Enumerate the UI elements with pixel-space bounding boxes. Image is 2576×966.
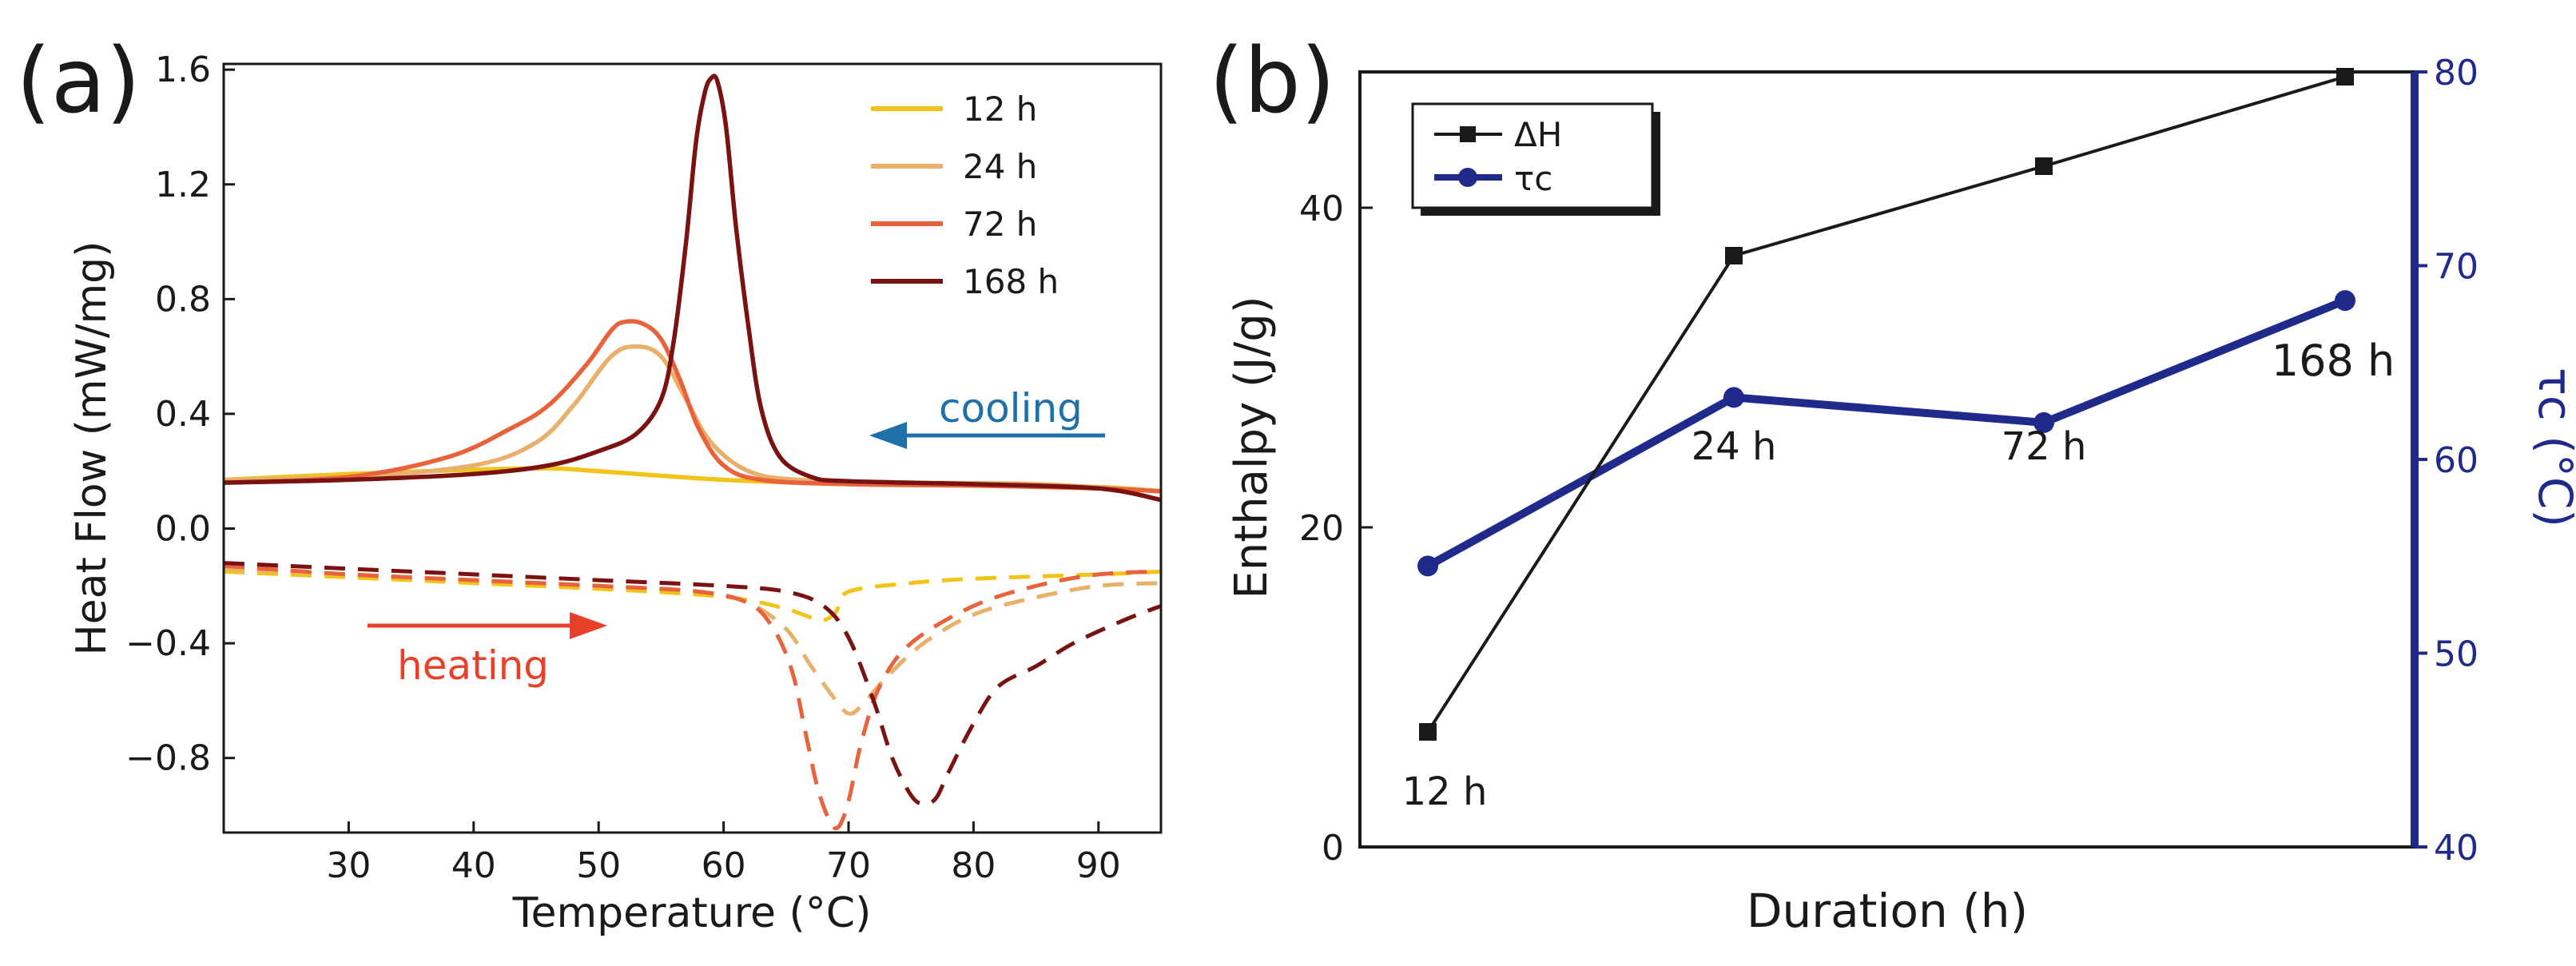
cooling-curve-168h (224, 74, 1161, 503)
tau-c-marker (1723, 387, 1744, 408)
duration-point-label: 72 h (2002, 424, 2087, 469)
panel-a-series (224, 74, 1161, 831)
legend-label: 72 h (963, 205, 1037, 244)
legend-box (1411, 102, 1654, 209)
duration-point-label: 24 h (1691, 424, 1777, 469)
cooling-annotation: cooling (869, 385, 1105, 449)
x-tick-label: 50 (576, 845, 621, 886)
legend-label: 24 h (963, 147, 1037, 186)
panel-b-right-y-ticks: 40 50 60 70 80 (2415, 53, 2479, 869)
heating-curve-12h (224, 569, 1161, 623)
legend-label-enthalpy: ΔH (1514, 115, 1562, 154)
panel-b-x-axis-title: Duration (h) (1747, 884, 2028, 938)
legend-label-tau-c: τc (1514, 159, 1552, 198)
enthalpy-marker (2035, 157, 2053, 175)
right-y-tick-label: 50 (2434, 634, 2479, 675)
left-y-tick-label: 0 (1322, 828, 1344, 869)
panel-b-left-y-axis-title: Enthalpy (J/g) (1226, 296, 1278, 598)
right-y-tick-label: 40 (2434, 828, 2479, 869)
x-tick-label: 60 (702, 845, 746, 886)
panel-b: (b) 0 20 40 40 50 60 70 80 12 h 24 h 72 h 168 h D… (1209, 30, 2576, 938)
panel-a: (a) 30 40 50 60 70 80 90 −0.8 −0.4 0.0 0.4 0.8 1.2 1… (16, 30, 1163, 937)
cooling-label: cooling (939, 385, 1083, 431)
panel-b-legend: ΔH τc (1411, 102, 1660, 216)
y-tick-label: 0.4 (155, 394, 211, 435)
left-y-tick-label: 20 (1299, 508, 1344, 549)
panel-a-x-ticks: 30 40 50 60 70 80 90 (326, 821, 1121, 886)
y-tick-label: 1.2 (155, 165, 211, 205)
duration-point-label: 168 h (2272, 336, 2395, 386)
tau-c-marker (2033, 411, 2054, 433)
y-tick-label: 0.8 (155, 279, 211, 320)
x-tick-label: 90 (1076, 845, 1121, 886)
cooling-arrow-head (869, 422, 907, 449)
tau-c-marker (2335, 290, 2355, 312)
x-tick-label: 40 (451, 845, 496, 886)
y-tick-label: −0.8 (125, 738, 211, 779)
x-tick-label: 30 (326, 845, 371, 886)
panel-b-label: (b) (1209, 30, 1335, 133)
heating-annotation: heating (368, 612, 607, 689)
legend-marker-enthalpy (1460, 126, 1476, 142)
y-tick-label: 0.0 (155, 509, 211, 550)
panel-b-right-y-axis-title: τc (°C) (2528, 368, 2576, 527)
right-y-tick-label: 70 (2434, 247, 2479, 288)
y-tick-label: −0.4 (125, 623, 211, 664)
panel-b-point-labels: 12 h 24 h 72 h 168 h (1402, 336, 2395, 814)
panel-a-y-ticks: −0.8 −0.4 0.0 0.4 0.8 1.2 1.6 (125, 50, 235, 779)
x-tick-label: 80 (951, 845, 996, 886)
enthalpy-marker (1419, 723, 1437, 741)
heating-curve-168h (224, 561, 1161, 806)
panel-a-x-axis-title: Temperature (°C) (512, 889, 872, 937)
panel-a-plot-frame (222, 62, 1163, 834)
x-tick-label: 70 (826, 845, 871, 886)
heating-arrow-head (570, 612, 607, 639)
right-y-tick-label: 60 (2434, 440, 2479, 481)
legend-label: 168 h (963, 262, 1059, 301)
panel-b-series (1417, 68, 2355, 741)
duration-point-label: 12 h (1402, 769, 1488, 814)
panel-b-left-y-ticks: 0 20 40 (1299, 189, 1373, 869)
panel-a-curves (224, 74, 1161, 831)
tau-c-line (1425, 296, 2347, 570)
legend-label: 12 h (963, 89, 1037, 129)
panel-a-label: (a) (16, 30, 141, 133)
tau-c-marker (1417, 555, 1438, 577)
enthalpy-marker (1725, 247, 1743, 264)
enthalpy-line (1426, 75, 2346, 733)
right-y-tick-label: 80 (2434, 53, 2479, 93)
left-y-tick-label: 40 (1299, 189, 1344, 229)
heating-curve-24h (224, 566, 1161, 716)
heating-label: heating (397, 642, 549, 689)
panel-a-legend: 12 h 24 h 72 h 168 h (871, 89, 1059, 301)
panel-a-y-axis-title: Heat Flow (mW/mg) (68, 241, 116, 656)
heating-curve-72h (224, 563, 1161, 831)
y-tick-label: 1.6 (155, 50, 211, 90)
legend-marker-tau-c (1458, 168, 1477, 187)
